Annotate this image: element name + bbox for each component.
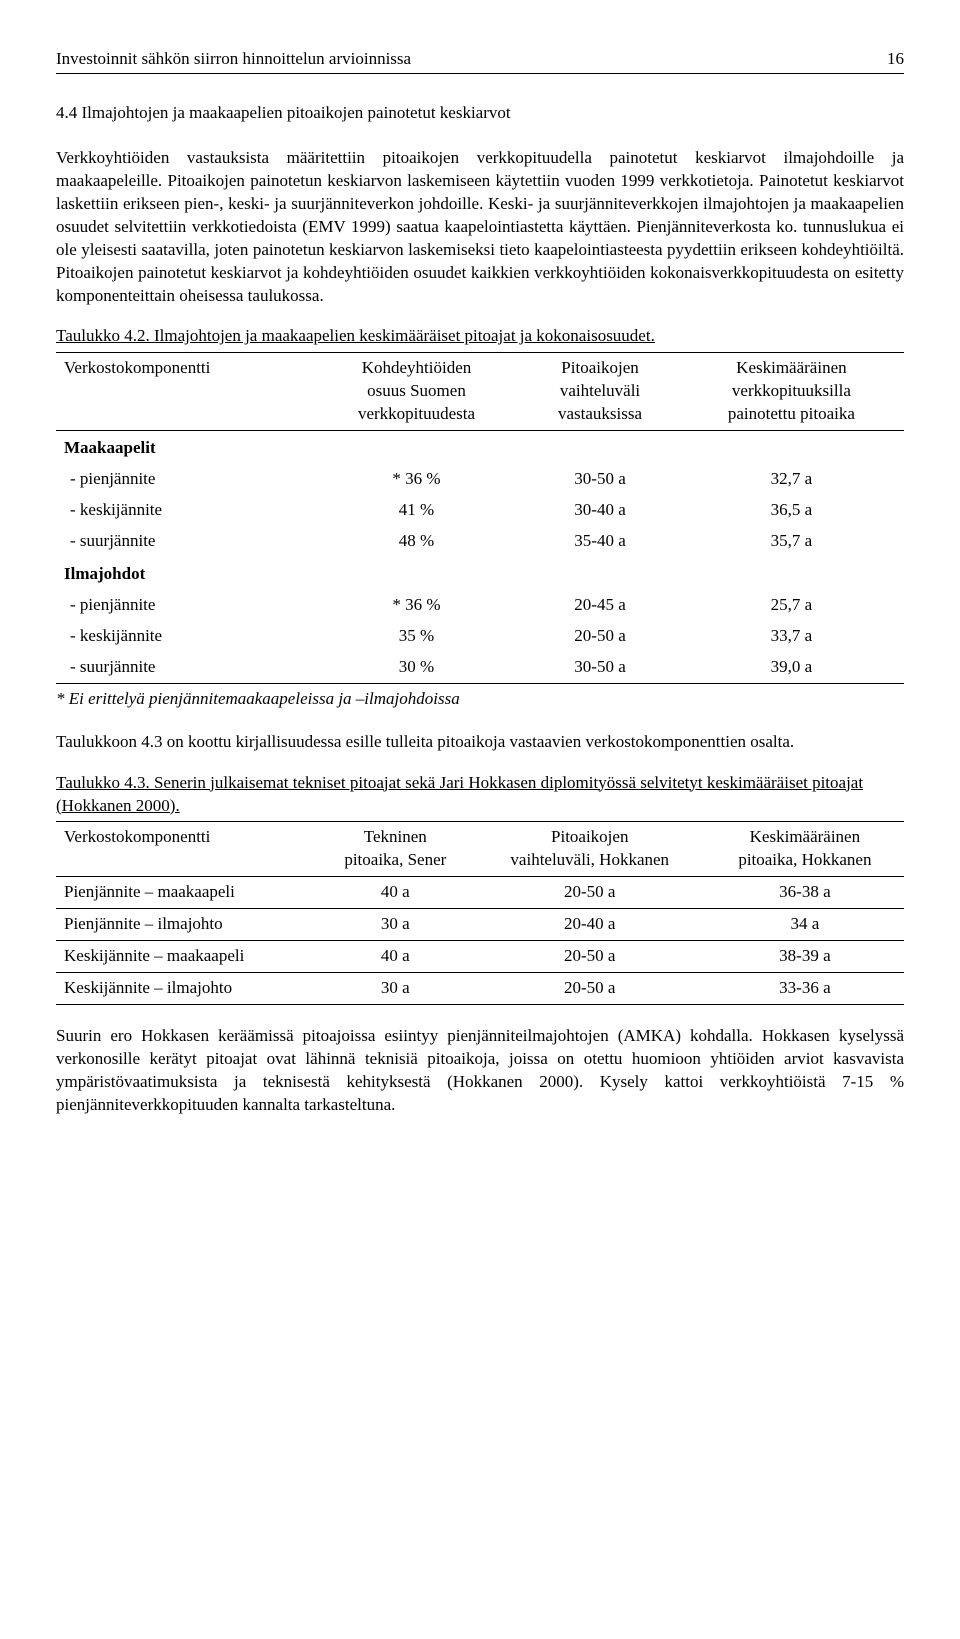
page-number: 16 [887,48,904,71]
t2-h2: Tekninen pitoaika, Sener [317,822,474,877]
table-row: Pienjännite – maakaapeli 40 a 20-50 a 36… [56,877,904,909]
paragraph-1: Verkkoyhtiöiden vastauksista määritettii… [56,147,904,308]
table-1: Verkostokomponentti Kohdeyhtiöiden osuus… [56,352,904,683]
table-row: pienjännite * 36 % 30-50 a 32,7 a [56,464,904,495]
table-2: Verkostokomponentti Tekninen pitoaika, S… [56,821,904,1005]
table1-caption: Taulukko 4.2. Ilmajohtojen ja maakaapeli… [56,325,904,348]
page-header: Investoinnit sähkön siirron hinnoittelun… [56,48,904,74]
t1-h3: Pitoaikojen vaihteluväli vastauksissa [521,353,679,431]
table-row: keskijännite 41 % 30-40 a 36,5 a [56,495,904,526]
table1-footnote: * Ei erittelyä pienjännitemaakaapeleissa… [56,688,904,711]
t1-h1: Verkostokomponentti [56,353,312,431]
t1-h2: Kohdeyhtiöiden osuus Suomen verkkopituud… [312,353,522,431]
table-row: Keskijännite – maakaapeli 40 a 20-50 a 3… [56,941,904,973]
paragraph-2: Taulukkoon 4.3 on koottu kirjallisuudess… [56,731,904,754]
section-heading: 4.4 Ilmajohtojen ja maakaapelien pitoaik… [56,102,904,125]
table-row: suurjännite 48 % 35-40 a 35,7 a [56,526,904,557]
t1-h4: Keskimääräinen verkkopituuksilla painote… [679,353,904,431]
table2-caption: Taulukko 4.3. Senerin julkaisemat teknis… [56,772,904,818]
table-row: keskijännite 35 % 20-50 a 33,7 a [56,621,904,652]
t2-h3: Pitoaikojen vaihteluväli, Hokkanen [474,822,706,877]
t2-h1: Verkostokomponentti [56,822,317,877]
t1-group2: Ilmajohdot [56,557,904,590]
table-row: suurjännite 30 % 30-50 a 39,0 a [56,652,904,683]
t2-h4: Keskimääräinen pitoaika, Hokkanen [706,822,904,877]
t1-group1: Maakaapelit [56,431,904,464]
table-row: pienjännite * 36 % 20-45 a 25,7 a [56,590,904,621]
header-title: Investoinnit sähkön siirron hinnoittelun… [56,48,411,71]
paragraph-3: Suurin ero Hokkasen keräämissä pitoajois… [56,1025,904,1117]
table-row: Pienjännite – ilmajohto 30 a 20-40 a 34 … [56,909,904,941]
table-row: Keskijännite – ilmajohto 30 a 20-50 a 33… [56,973,904,1005]
